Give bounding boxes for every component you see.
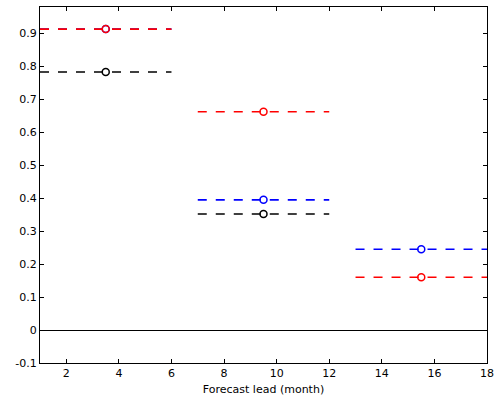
svg-text:0.9: 0.9 [19,27,37,40]
svg-text:12: 12 [322,367,336,380]
svg-text:0.5: 0.5 [19,159,37,172]
svg-text:18: 18 [480,367,494,380]
svg-text:2: 2 [63,367,70,380]
svg-text:14: 14 [375,367,389,380]
svg-text:8: 8 [221,367,228,380]
svg-text:0.4: 0.4 [19,192,37,205]
svg-text:0.1: 0.1 [19,291,37,304]
svg-text:6: 6 [168,367,175,380]
svg-text:0.2: 0.2 [19,258,37,271]
svg-text:4: 4 [115,367,122,380]
svg-text:Forecast lead (month): Forecast lead (month) [203,383,324,396]
svg-text:0: 0 [30,324,37,337]
svg-text:16: 16 [427,367,441,380]
svg-text:0.3: 0.3 [19,225,37,238]
svg-text:-0.1: -0.1 [15,357,36,370]
svg-text:0.8: 0.8 [19,60,37,73]
svg-text:10: 10 [270,367,284,380]
svg-text:0.7: 0.7 [19,93,37,106]
svg-text:0.6: 0.6 [19,126,37,139]
